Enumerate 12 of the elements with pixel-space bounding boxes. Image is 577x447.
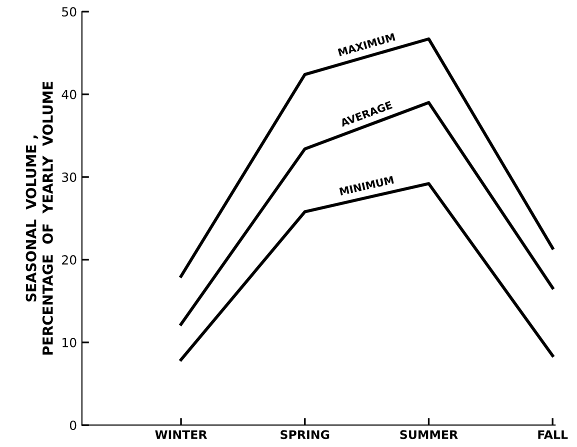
x-tick-label: SPRING bbox=[280, 430, 330, 440]
x-tick-label: SUMMER bbox=[400, 430, 458, 440]
y-tick-label: 40 bbox=[62, 90, 76, 100]
x-tick-label: FALL bbox=[538, 430, 568, 439]
line-series bbox=[179, 101, 554, 326]
y-tick-label: 50 bbox=[62, 7, 76, 17]
y-tick-label: 10 bbox=[62, 338, 76, 348]
y-tick-label: 0 bbox=[70, 420, 76, 430]
y-axis-title: SEASONAL VOLUME , PERCENTAGE OF YEARLY VOLUME bbox=[26, 82, 53, 355]
x-tick-label: WINTER bbox=[155, 430, 208, 439]
y-tick-label: 20 bbox=[62, 255, 76, 265]
y-tick-label: 30 bbox=[62, 172, 76, 182]
